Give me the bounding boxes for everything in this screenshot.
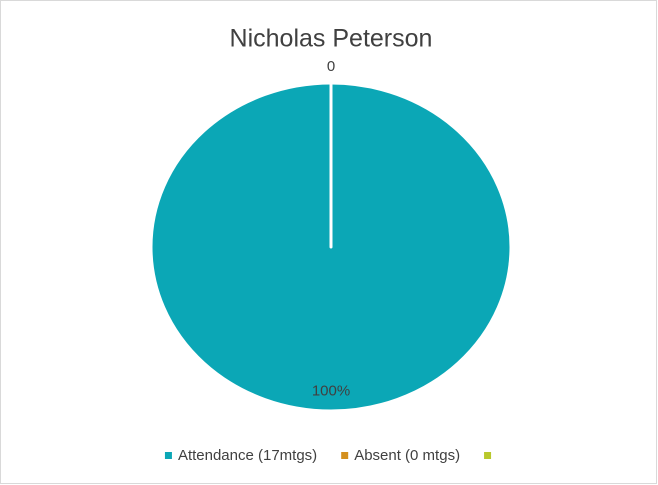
legend-swatch bbox=[164, 452, 172, 459]
legend-label: Attendance (17mtgs) bbox=[178, 447, 317, 464]
data-label: 0 bbox=[327, 58, 335, 75]
legend-swatch bbox=[341, 452, 349, 459]
chart-title: Nicholas Peterson bbox=[230, 25, 433, 53]
legend-swatch bbox=[484, 452, 492, 459]
data-label: 100% bbox=[312, 382, 350, 399]
legend-label: Absent (0 mtgs) bbox=[354, 447, 460, 464]
